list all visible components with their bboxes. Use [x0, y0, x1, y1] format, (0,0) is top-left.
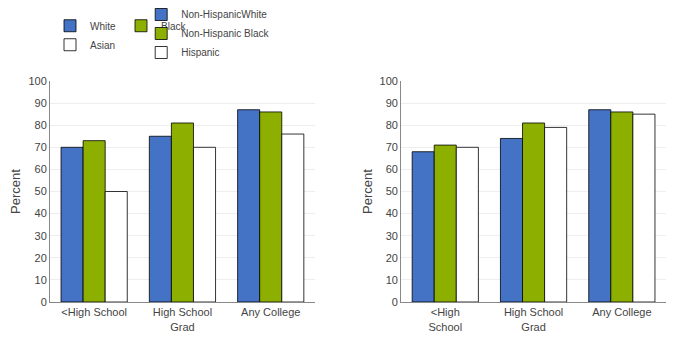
svg-text:100: 100 — [28, 75, 46, 87]
svg-text:Hispanic: Hispanic — [181, 47, 219, 58]
svg-text:100: 100 — [380, 75, 398, 87]
svg-text:20: 20 — [35, 252, 47, 264]
svg-text:70: 70 — [35, 141, 47, 153]
svg-text:Any College: Any College — [241, 306, 300, 318]
svg-text:Non-HispanicWhite: Non-HispanicWhite — [181, 9, 267, 20]
svg-text:60: 60 — [386, 163, 398, 175]
svg-text:90: 90 — [386, 97, 398, 109]
svg-text:<High School: <High School — [61, 306, 127, 318]
svg-text:40: 40 — [386, 207, 398, 219]
svg-text:Asian: Asian — [90, 40, 115, 51]
svg-text:20: 20 — [386, 252, 398, 264]
svg-text:50: 50 — [35, 185, 47, 197]
svg-text:0: 0 — [41, 296, 47, 308]
svg-text:High SchoolGrad: High SchoolGrad — [504, 306, 563, 332]
svg-text:White: White — [90, 21, 116, 32]
svg-text:<HighSchool: <HighSchool — [428, 306, 462, 332]
svg-text:70: 70 — [386, 141, 398, 153]
svg-text:0: 0 — [392, 296, 398, 308]
svg-text:High SchoolGrad: High SchoolGrad — [153, 306, 212, 332]
svg-text:80: 80 — [35, 119, 47, 131]
svg-text:60: 60 — [35, 163, 47, 175]
svg-text:30: 30 — [386, 230, 398, 242]
svg-text:Any College: Any College — [592, 306, 651, 318]
svg-text:50: 50 — [386, 185, 398, 197]
svg-text:10: 10 — [386, 274, 398, 286]
svg-text:80: 80 — [386, 119, 398, 131]
svg-text:Black: Black — [161, 20, 186, 32]
svg-text:Percent: Percent — [8, 169, 23, 214]
svg-text:90: 90 — [35, 97, 47, 109]
svg-text:Non-Hispanic Black: Non-Hispanic Black — [181, 28, 269, 39]
svg-text:30: 30 — [35, 230, 47, 242]
svg-text:Percent: Percent — [360, 169, 375, 214]
svg-text:10: 10 — [35, 274, 47, 286]
svg-text:40: 40 — [35, 207, 47, 219]
